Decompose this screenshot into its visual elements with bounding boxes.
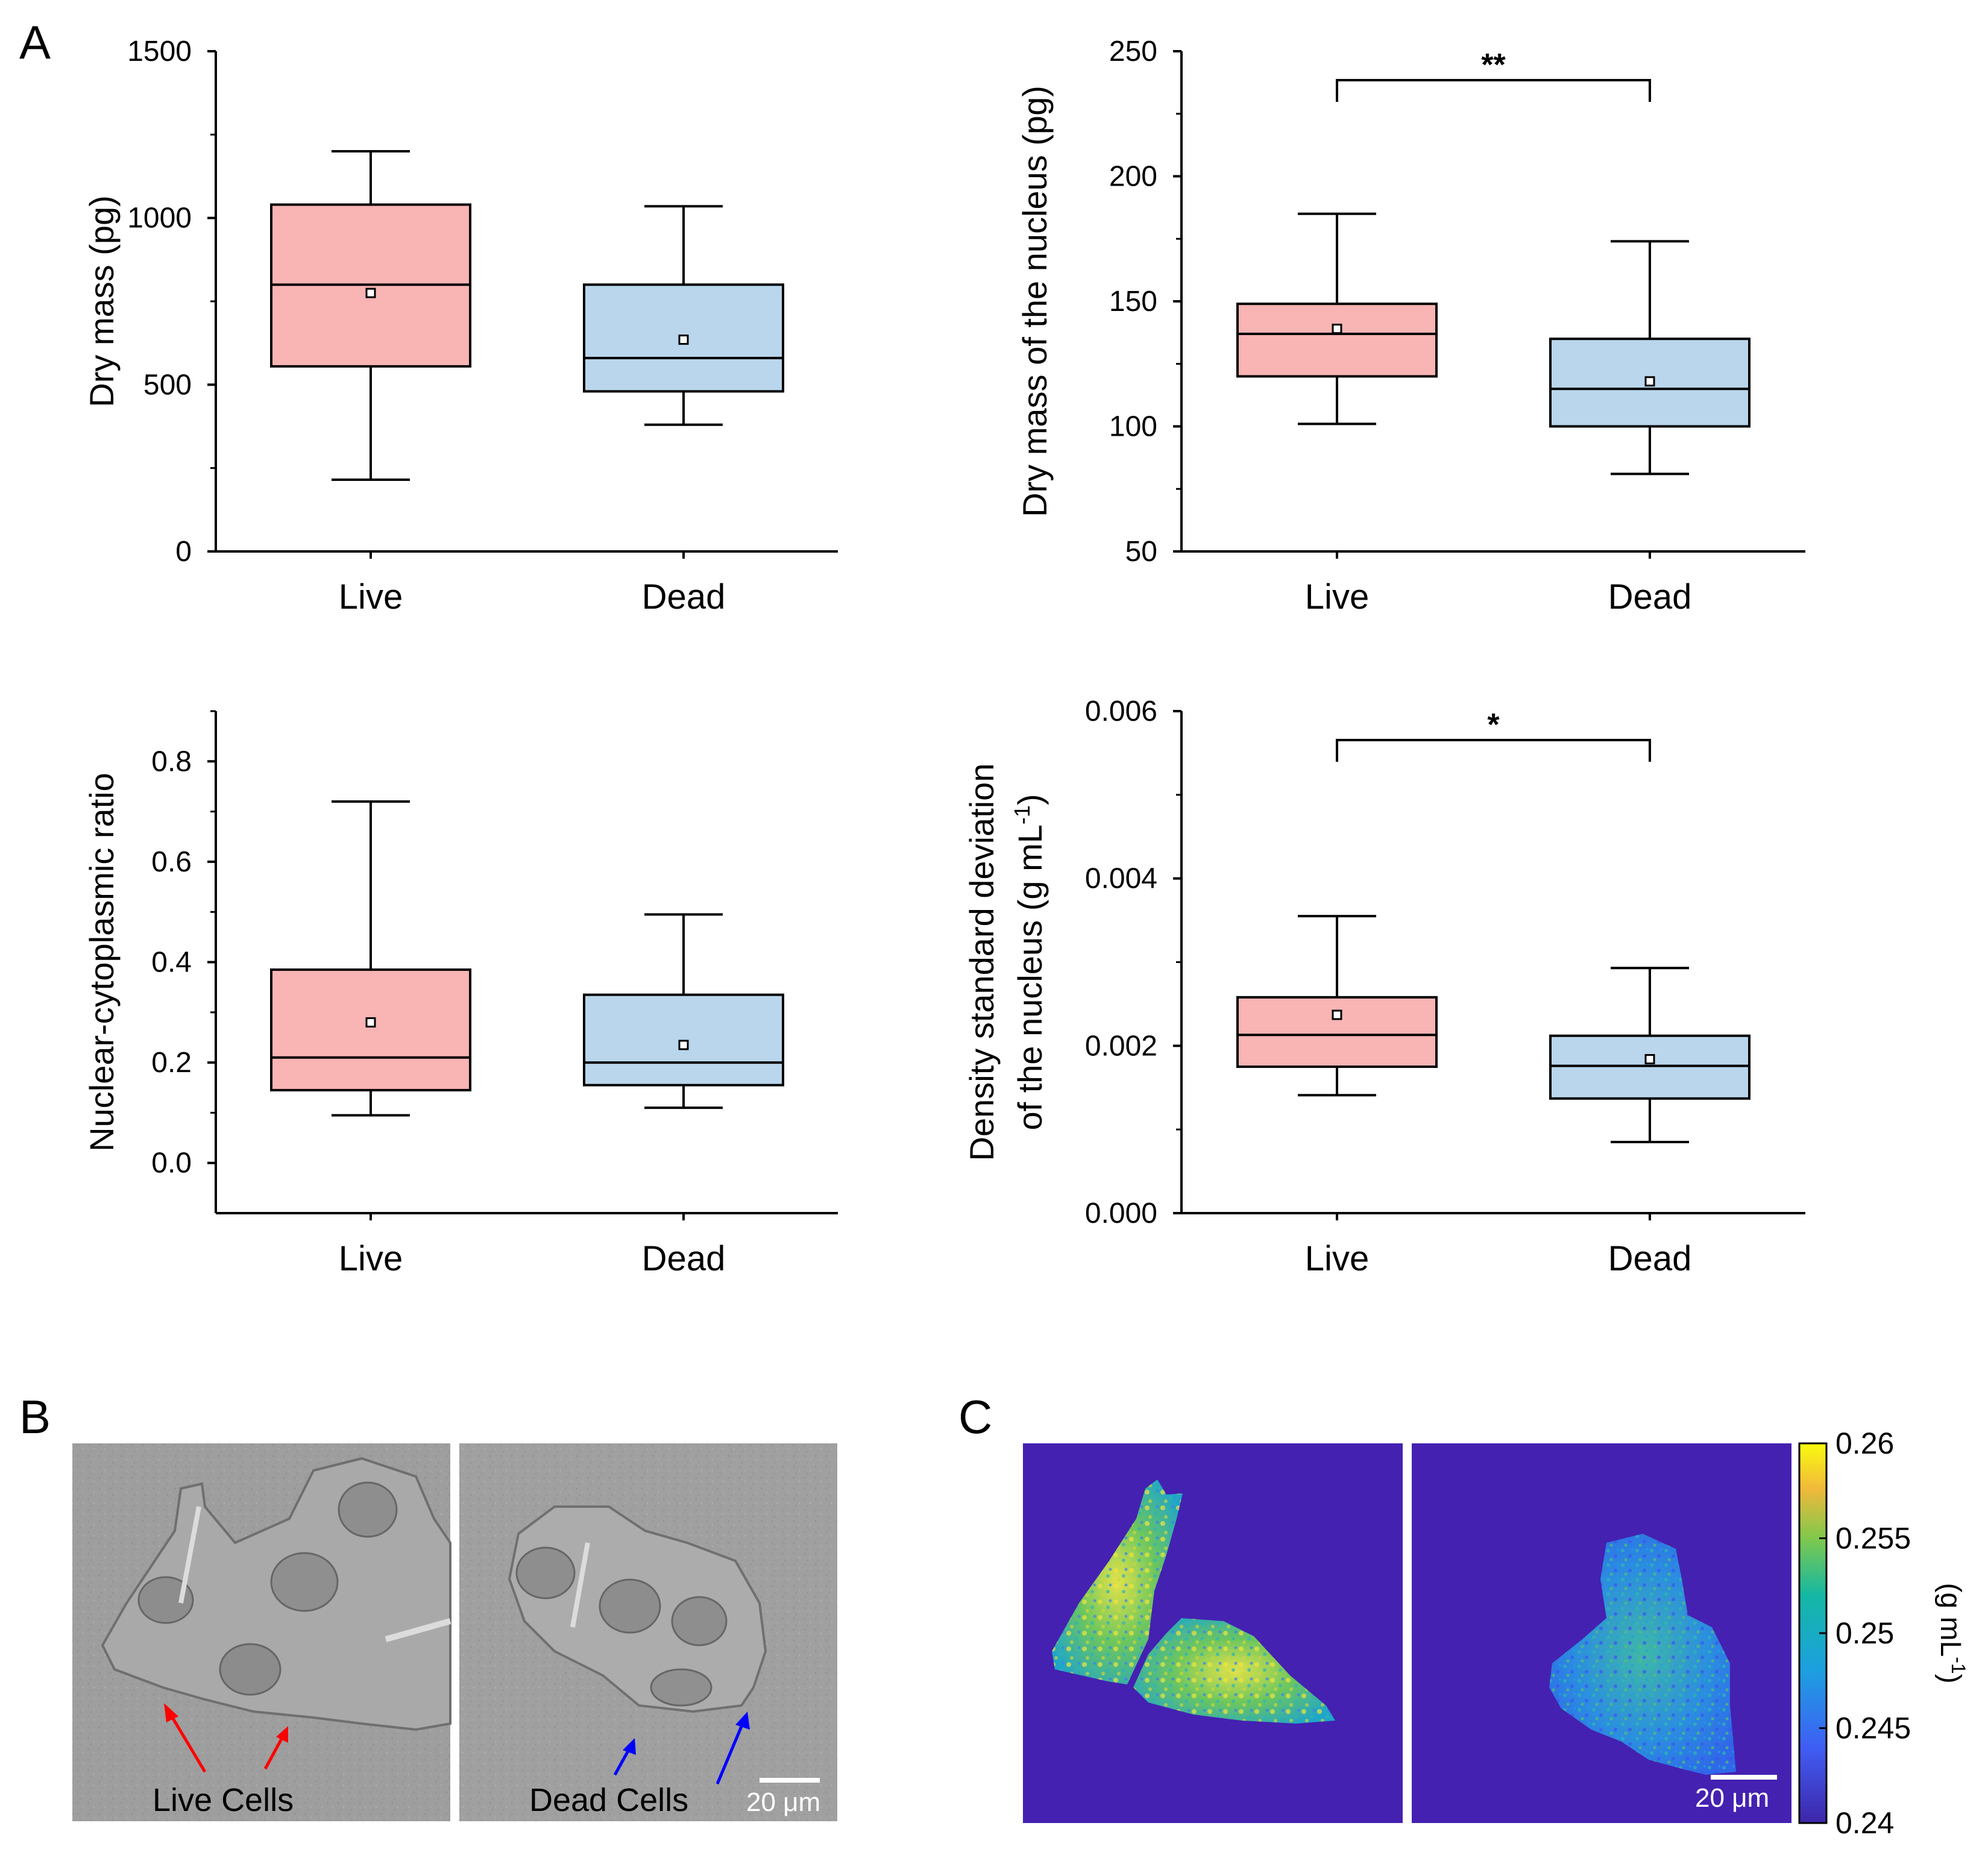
density-colorbar: 0.26 0.255 0.25 0.245 0.24 (g mL-1) [1798,1426,1969,1840]
y-tick-label: 0.0 [151,1147,192,1179]
y-tick-label: 200 [1109,161,1157,193]
dead-mean-marker [1644,1054,1655,1065]
scale-bar-c-label: 20 μm [1695,1783,1769,1813]
y-tick-label: 0.2 [151,1047,192,1079]
colorbar-tick-label: 0.24 [1835,1806,1894,1840]
x-category-label-live: Live [1305,577,1369,617]
live-box [1236,303,1438,378]
colorbar-tick-label: 0.245 [1835,1712,1911,1745]
panel-letter-b: B [19,1390,51,1443]
y-tick-label: 0.6 [151,846,192,878]
colorbar-tick-label: 0.255 [1835,1522,1911,1555]
dead-cells-label: Dead Cells [529,1782,688,1818]
y-axis-label: Dry mass of the nucleus (pg) [1016,86,1054,517]
live-cells-label: Live Cells [153,1782,294,1818]
live-box [270,968,471,1091]
x-category-label-dead: Dead [642,577,726,617]
dead-mean-marker [1644,376,1655,387]
dry-mass-chart: 0 500 1000 1500 Live Dead Dry mass (pg) [83,36,838,617]
y-tick-label: 100 [1109,411,1157,443]
y-tick-label: 0.8 [151,745,192,777]
nucleus-dry-mass-chart: 50 100 150 200 250 Live Dead Dry mass of the nu… [1016,36,1805,617]
colorbar-ticks: 0.26 0.255 0.25 0.245 0.24 [1819,1426,1911,1840]
dead-cells-micrograph [459,1443,837,1821]
dead-box [1549,1034,1751,1100]
x-category-label-live: Live [339,577,403,617]
significance-label: ** [1481,48,1506,83]
y-tick-label: 0 [175,536,192,568]
y-axis-label: Nuclear-cytoplasmic ratio [83,773,121,1152]
significance-bracket [1336,739,1651,762]
y-tick-label: 150 [1109,286,1157,318]
live-mean-marker [365,1017,376,1028]
colorbar-unit-label: (g mL-1) [1934,1583,1969,1683]
significance-label: * [1487,708,1500,742]
live-cells-micrograph [72,1443,451,1821]
y-tick-label: 0.004 [1085,863,1157,895]
nucleus-density-sd-chart: 0.000 0.002 0.004 0.006 Live Dead Density stan… [963,695,1805,1278]
y-tick-label: 0.002 [1085,1030,1157,1062]
y-tick-label: 500 [143,369,192,401]
dead-mean-marker [678,334,689,345]
live-box [1236,996,1438,1069]
x-category-label-live: Live [1305,1239,1369,1278]
live-mean-marker [1332,324,1342,334]
panel-letter-a: A [19,16,51,69]
live-mean-marker [1332,1009,1342,1020]
y-tick-label: 0.006 [1085,695,1157,727]
y-axis-label-line2: of the nucleus (g mL-1) [1010,794,1049,1130]
live-cells-arrows [164,1703,288,1773]
y-tick-label: 1000 [127,202,192,234]
y-axis-label: Dry mass (pg) [83,195,121,407]
panel-c-density-maps: 20 μm 0.26 0.255 0.25 0.245 0.24 (g mL-1) [1023,1426,1969,1840]
x-category-label-dead: Dead [1608,1239,1692,1278]
y-tick-label: 0.000 [1085,1197,1157,1229]
nuclear-cytoplasmic-ratio-chart: 0.0 0.2 0.4 0.6 0.8 Live Dead Nuclear-cytoplasm… [83,710,838,1278]
panel-b-micrographs: Live Cells Dead Cells 20 μm [72,1443,837,1821]
y-tick-label: 250 [1109,36,1157,67]
y-tick-label: 0.4 [151,947,192,979]
y-tick-label: 1500 [127,36,192,67]
colorbar-tick-label: 0.25 [1835,1616,1894,1650]
live-mean-marker [365,287,376,298]
dead-density-map: 20 μm [1412,1443,1791,1823]
scale-bar-c [1711,1775,1777,1780]
y-tick-label: 50 [1125,536,1157,568]
scale-bar-b-label: 20 μm [746,1787,820,1817]
y-axis-label: Density standard deviation [963,764,1001,1161]
live-density-map [1023,1443,1403,1823]
x-category-label-dead: Dead [1608,577,1692,617]
significance-bracket [1336,79,1651,102]
x-category-label-dead: Dead [642,1239,726,1278]
x-category-label-live: Live [339,1239,403,1278]
panel-letter-c: C [958,1390,992,1443]
colorbar-tick-label: 0.26 [1835,1426,1894,1460]
scale-bar-b [760,1778,820,1783]
dead-cells-arrows [613,1712,750,1784]
dead-mean-marker [678,1040,689,1050]
